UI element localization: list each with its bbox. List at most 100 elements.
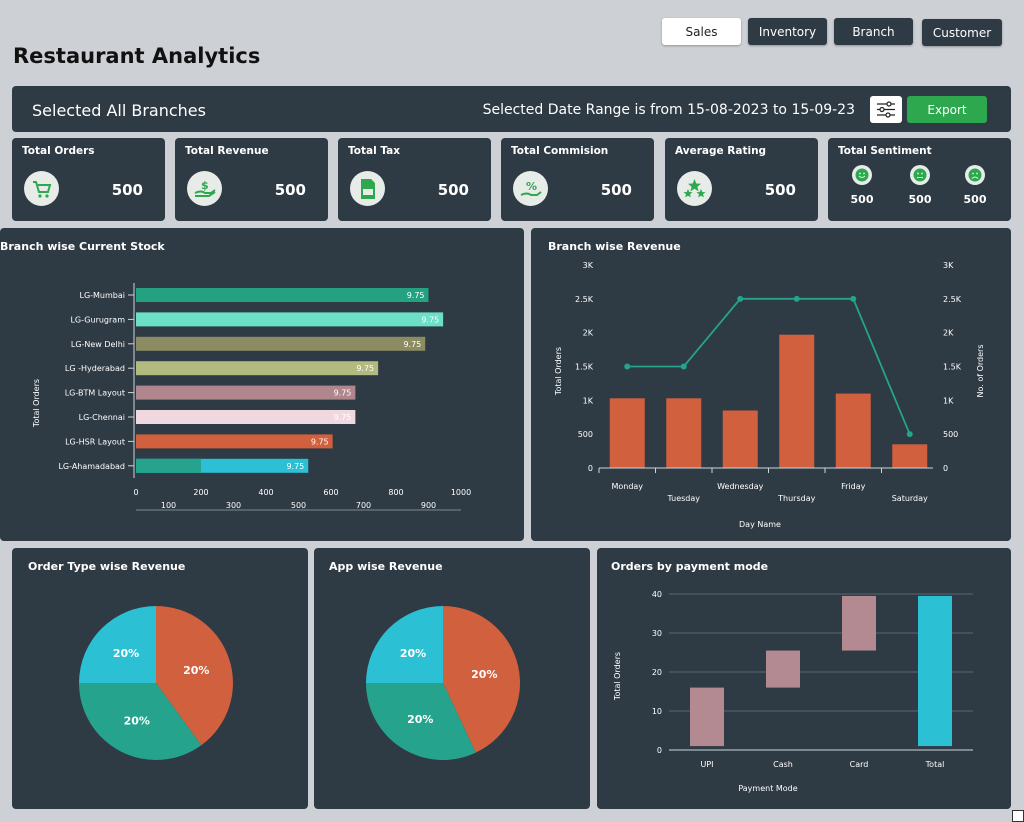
bar bbox=[136, 410, 356, 424]
pie-slice bbox=[443, 606, 520, 753]
tick-label: LG-BTM Layout bbox=[65, 389, 125, 398]
kpi-card-total-sentiment: Total Sentiment 500 500 500 bbox=[828, 138, 1011, 221]
chart-title: Branch wise Revenue bbox=[548, 240, 681, 253]
x-axis-label: Payment Mode bbox=[738, 784, 797, 793]
bar bbox=[766, 650, 800, 688]
slice-label: 20% bbox=[407, 713, 433, 726]
data-label: 9.75 bbox=[311, 437, 329, 446]
app-pie-panel: App wise Revenue 20% 20% 20% bbox=[314, 548, 590, 809]
kpi-value: 500 bbox=[437, 181, 469, 199]
kpi-value: 500 bbox=[111, 181, 143, 199]
line-point bbox=[680, 363, 687, 370]
y-axis-label: Total Orders bbox=[613, 652, 622, 701]
y2-axis-label: No. of Orders bbox=[976, 345, 985, 398]
svg-text:%: % bbox=[526, 180, 537, 193]
x-tick-label: 200 bbox=[193, 488, 208, 497]
sentiment-value: 500 bbox=[908, 193, 932, 206]
bar bbox=[722, 410, 758, 468]
y2-tick-label: 500 bbox=[943, 430, 958, 439]
y-tick-label: 1.5K bbox=[575, 363, 594, 372]
kpi-value: 500 bbox=[764, 181, 796, 199]
stock-chart: LG-Mumbai 9.75 LG-Gurugram 9.75 LG-New Delhi… bbox=[32, 283, 471, 511]
bar bbox=[666, 398, 702, 468]
line-point bbox=[624, 363, 631, 370]
x-tick-label: 800 bbox=[388, 488, 403, 497]
kpi-label: Total Tax bbox=[348, 145, 401, 157]
tick-label: LG-New Delhi bbox=[71, 340, 125, 349]
tick-label: LG -Hyderabad bbox=[65, 364, 125, 373]
selected-branches-label: Selected All Branches bbox=[32, 101, 206, 120]
neutral-face-icon bbox=[910, 165, 930, 185]
y-axis-label: Total Orders bbox=[32, 379, 41, 428]
kpi-card-total-tax: Total Tax 500 bbox=[338, 138, 491, 221]
pie-slice bbox=[156, 606, 233, 746]
x-tick-label: 900 bbox=[421, 501, 436, 510]
bar bbox=[609, 398, 645, 468]
filter-button[interactable] bbox=[870, 96, 902, 123]
kpi-value: 500 bbox=[274, 181, 306, 199]
x-tick-label: 0 bbox=[133, 488, 138, 497]
y-tick-label: 40 bbox=[652, 590, 662, 599]
chart-title: Branch wise Current Stock bbox=[0, 240, 165, 253]
order-type-pie-panel: Order Type wise Revenue 20% 20% 20% bbox=[12, 548, 308, 809]
y2-tick-label: 0 bbox=[943, 464, 948, 473]
y-tick-label: 10 bbox=[652, 707, 662, 716]
y-tick-label: 2.5K bbox=[575, 295, 594, 304]
y-tick-label: 2K bbox=[583, 329, 594, 338]
nav-branch-button[interactable]: Branch bbox=[834, 18, 913, 45]
y2-tick-label: 1K bbox=[943, 396, 954, 405]
tick-label: LG-Ahamadabad bbox=[58, 462, 125, 471]
bar bbox=[136, 336, 426, 351]
y-tick-label: 500 bbox=[578, 430, 593, 439]
export-button[interactable]: Export bbox=[907, 96, 987, 123]
app-pie: 20% 20% 20% bbox=[366, 606, 520, 760]
stars-icon bbox=[677, 171, 712, 206]
page-title: Restaurant Analytics bbox=[13, 44, 261, 68]
payment-chart-panel: Orders by payment mode 0 10 20 30 40 UPI Cash C… bbox=[597, 548, 1011, 809]
kpi-card-total-orders: Total Orders 500 bbox=[12, 138, 165, 221]
data-label: 9.75 bbox=[286, 462, 304, 471]
y-axis-label: Total Orders bbox=[554, 347, 563, 396]
revenue-chart: 0 0 500 500 1K 1K 1.5K 1.5K 2K 2K 2.5K 2.5K 3K 3K Mond… bbox=[554, 261, 985, 529]
nav-customer-button[interactable]: Customer bbox=[922, 19, 1002, 46]
filter-header: Selected All Branches Selected Date Rang… bbox=[12, 86, 1011, 132]
y2-tick-label: 3K bbox=[943, 261, 954, 270]
tick-label: LG-Mumbai bbox=[79, 291, 125, 300]
kpi-card-average-rating: Average Rating 500 bbox=[665, 138, 818, 221]
bar bbox=[842, 595, 876, 651]
bar bbox=[136, 385, 356, 400]
x-tick-label: 1000 bbox=[451, 488, 471, 497]
y-tick-label: 1K bbox=[583, 396, 594, 405]
tick-label: LG-HSR Layout bbox=[65, 437, 125, 446]
bar bbox=[835, 393, 871, 468]
sad-face-icon bbox=[965, 165, 985, 185]
nav-sales-button[interactable]: Sales bbox=[662, 18, 741, 45]
kpi-label: Average Rating bbox=[675, 145, 767, 157]
bar-segment bbox=[136, 458, 201, 473]
bar bbox=[136, 434, 333, 449]
x-axis-label: Day Name bbox=[739, 520, 781, 529]
percent-hand-icon: % bbox=[513, 171, 548, 206]
data-label: 9.75 bbox=[421, 315, 439, 324]
x-tick-label: Total bbox=[925, 760, 945, 769]
x-tick-label: 100 bbox=[161, 501, 176, 510]
slice-label: 20% bbox=[124, 715, 150, 728]
data-label: 9.75 bbox=[356, 364, 374, 373]
kpi-label: Total Sentiment bbox=[838, 145, 932, 157]
kpi-card-total-commision: Total Commision % 500 bbox=[501, 138, 654, 221]
x-tick-label: Card bbox=[850, 760, 869, 769]
slice-label: 20% bbox=[471, 668, 497, 681]
nav-inventory-button[interactable]: Inventory bbox=[748, 18, 827, 45]
x-tick-label: Monday bbox=[611, 482, 643, 491]
x-tick-label: Wednesday bbox=[717, 482, 764, 491]
tick-label: LG-Gurugram bbox=[70, 315, 125, 324]
bar bbox=[136, 312, 444, 327]
order-type-pie: 20% 20% 20% bbox=[79, 606, 233, 760]
slice-label: 20% bbox=[183, 664, 209, 677]
x-tick-label: 300 bbox=[226, 501, 241, 510]
payment-chart: 0 10 20 30 40 UPI Cash Card Total Payment Mode T… bbox=[613, 590, 973, 793]
chart-title: Order Type wise Revenue bbox=[28, 560, 186, 573]
data-label: 9.75 bbox=[334, 413, 352, 422]
resize-handle[interactable] bbox=[1012, 810, 1024, 822]
x-tick-label: Thursday bbox=[777, 494, 815, 503]
